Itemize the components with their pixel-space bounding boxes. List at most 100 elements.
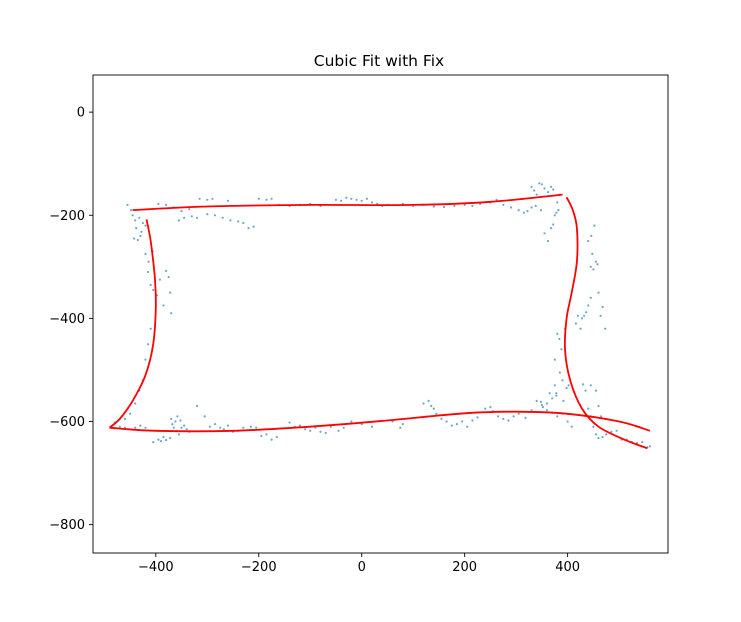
scatter-point-41 [159, 440, 162, 443]
scatter-point-93 [432, 407, 435, 410]
fit-curve-2 [108, 219, 157, 429]
scatter-point-123 [556, 415, 559, 418]
scatter-point-125 [556, 332, 559, 335]
y-tick-label: 0 [77, 106, 85, 121]
scatter-point-199 [557, 209, 560, 212]
scatter-point-118 [551, 397, 554, 400]
scatter-point-111 [524, 416, 527, 419]
scatter-point-189 [550, 185, 553, 188]
scatter-point-131 [558, 371, 562, 374]
scatter-point-178 [589, 265, 592, 268]
x-tick-label: 0 [358, 560, 366, 575]
scatter-point-108 [507, 419, 510, 422]
scatter-point-5 [136, 238, 139, 242]
scatter-point-237 [355, 198, 358, 201]
scatter-point-116 [545, 402, 549, 405]
x-axis: −400 −200 0 200 400 [138, 553, 580, 575]
scatter-point-46 [171, 423, 174, 426]
scatter-point-99 [461, 420, 464, 423]
scatter-point-57 [195, 404, 199, 408]
scatter-point-148 [592, 425, 595, 428]
scatter-point-80 [324, 431, 327, 434]
scatter-point-95 [440, 417, 443, 420]
scatter-point-145 [600, 415, 603, 418]
scatter-point-92 [430, 404, 433, 408]
scatter-point-144 [597, 404, 600, 408]
scatter-point-216 [157, 202, 160, 205]
scatter-point-183 [533, 189, 536, 192]
scatter-series [113, 182, 652, 449]
scatter-point-109 [512, 415, 515, 418]
scatter-point-97 [450, 424, 453, 427]
scatter-point-67 [249, 425, 253, 428]
scatter-point-31 [129, 412, 132, 415]
scatter-point-239 [365, 197, 368, 200]
scatter-point-18 [165, 269, 168, 272]
scatter-point-175 [601, 305, 604, 309]
scatter-point-257 [517, 209, 520, 212]
scatter-point-36 [134, 426, 137, 429]
scatter-point-3 [135, 227, 138, 230]
scatter-point-153 [610, 430, 613, 433]
scatter-point-154 [615, 429, 618, 432]
scatter-point-164 [579, 327, 582, 330]
scatter-point-211 [229, 219, 232, 222]
scatter-point-14 [152, 288, 155, 292]
scatter-point-141 [584, 389, 587, 392]
scatter-point-66 [242, 426, 245, 429]
scatter-point-71 [270, 438, 273, 441]
scatter-point-89 [401, 423, 404, 426]
scatter-point-192 [556, 201, 559, 204]
scatter-point-16 [158, 278, 161, 281]
scatter-point-196 [550, 227, 553, 230]
scatter-point-163 [576, 314, 580, 317]
scatter-point-221 [198, 197, 201, 200]
scatter-point-37 [139, 424, 142, 427]
scatter-point-102 [476, 416, 479, 419]
scatter-point-191 [553, 214, 556, 217]
scatter-point-167 [585, 311, 588, 314]
scatter-point-190 [552, 188, 555, 191]
scatter-point-223 [211, 197, 214, 200]
scatter-point-7 [140, 230, 143, 233]
scatter-point-247 [432, 205, 435, 208]
scatter-point-23 [147, 260, 150, 263]
scatter-point-48 [174, 420, 177, 423]
scatter-point-184 [535, 193, 538, 196]
scatter-point-82 [337, 429, 340, 432]
scatter-point-115 [541, 406, 545, 409]
scatter-point-59 [208, 425, 211, 428]
x-tick-label: 400 [555, 560, 580, 575]
scatter-point-174 [599, 314, 602, 317]
scatter-point-201 [530, 206, 533, 209]
plot-frame [92, 74, 669, 554]
scatter-point-227 [270, 197, 273, 200]
scatter-point-91 [427, 399, 430, 402]
scatter-point-73 [288, 421, 291, 424]
scatter-point-210 [221, 216, 224, 219]
scatter-point-70 [265, 433, 268, 436]
scatter-point-207 [195, 216, 199, 219]
scatter-point-25 [149, 327, 152, 330]
scatter-point-208 [206, 213, 209, 216]
scatter-point-42 [162, 435, 165, 439]
x-tick-label: −200 [241, 560, 277, 575]
scatter-point-222 [206, 198, 209, 201]
scatter-point-45 [170, 417, 173, 420]
scatter-point-248 [443, 205, 446, 209]
scatter-point-219 [180, 210, 183, 213]
scatter-point-142 [589, 384, 592, 387]
scatter-point-104 [489, 406, 492, 409]
scatter-point-94 [435, 412, 438, 415]
scatter-point-51 [177, 433, 181, 436]
scatter-point-213 [242, 221, 245, 225]
scatter-point-151 [601, 435, 604, 439]
scatter-point-215 [252, 225, 255, 228]
scatter-point-83 [342, 426, 345, 429]
scatter-point-120 [540, 403, 544, 407]
y-tick-label: −800 [49, 518, 85, 533]
scatter-point-159 [641, 441, 644, 444]
scatter-point-112 [530, 409, 533, 412]
scatter-point-9 [141, 221, 144, 225]
scatter-point-256 [509, 206, 513, 209]
